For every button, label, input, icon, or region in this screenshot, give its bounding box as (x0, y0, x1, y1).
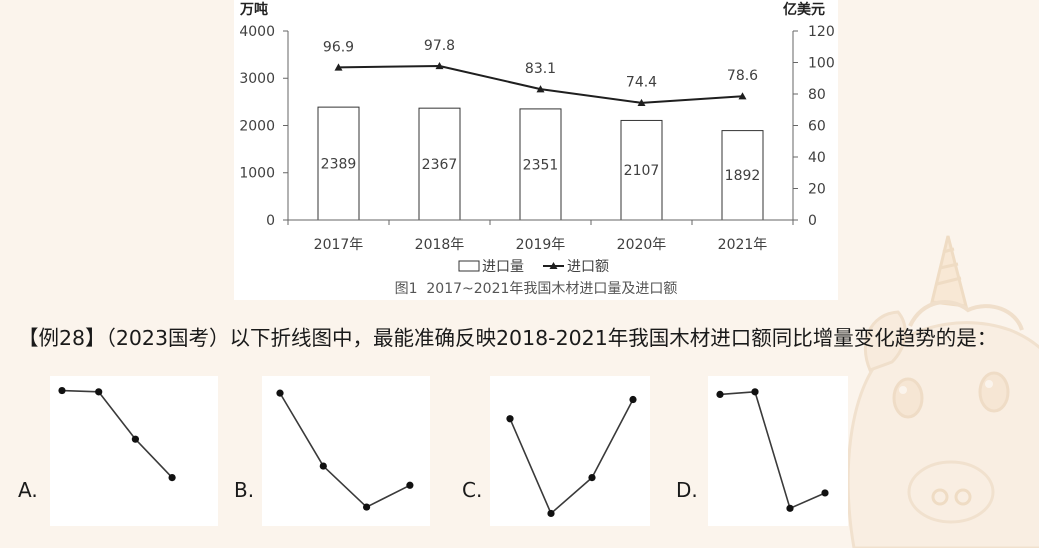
plot-area: 0 1000 2000 3000 4000 0 20 40 60 80 100 120 2389 2367… (239, 24, 834, 253)
import-volume-bar (620, 119, 663, 221)
import-combo-chart: 万吨 亿美元 进口量 进口额 0 1000 2000 3000 4000 0 20 40 60 8… (239, 1, 835, 275)
option-b-label: B. (234, 478, 255, 502)
import-value-point (536, 85, 545, 93)
option-trend-point (506, 415, 514, 423)
example-tag: 【例28】 (18, 326, 106, 350)
import-value-point (435, 61, 444, 70)
mascot-horn (930, 235, 968, 308)
chart-card: 万吨 亿美元 进口量 进口额 0 1000 2000 3000 4000 0 20 40 60 8… (234, 0, 838, 300)
import-value-label: 74.4 (626, 75, 657, 91)
legend-label-import-volume: 进口量 (482, 259, 524, 275)
right-y-tick-label: 120 (808, 24, 835, 40)
option-trend-point (319, 462, 327, 470)
import-volume-value-label: 2367 (422, 157, 458, 173)
option-trend-line (719, 391, 826, 510)
mascot-nostril-right (954, 488, 972, 506)
left-y-tick-label: 2000 (239, 118, 275, 134)
option-trend-point (276, 389, 284, 397)
option-a-line-chart (58, 386, 176, 482)
option-a-label: A. (18, 478, 38, 502)
import-value-point (738, 92, 747, 100)
option-trend-point (168, 474, 176, 482)
option-d-panel (708, 376, 848, 526)
import-value-label: 97.8 (424, 38, 455, 54)
import-volume-bar (519, 108, 562, 221)
x-tick-label: 2020年 (617, 237, 667, 253)
left-y-tick-label: 0 (266, 213, 275, 229)
question-source: （2023国考） (105, 326, 230, 350)
right-y-tick-label: 80 (808, 87, 826, 103)
import-value-point (637, 98, 646, 107)
right-y-tick-label: 0 (808, 213, 817, 229)
option-c-panel (490, 376, 650, 526)
chart-caption: 图1 2017~2021年我国木材进口量及进口额 (394, 281, 678, 297)
option-trend-point (363, 503, 371, 511)
x-tick-label: 2021年 (718, 237, 768, 253)
import-volume-value-label: 1892 (725, 168, 761, 184)
legend-label-import-value: 进口额 (567, 259, 609, 275)
option-a-panel (50, 376, 218, 526)
chart-legend: 进口量 进口额 (458, 259, 609, 275)
option-c-label: C. (462, 478, 483, 502)
option-trend-line (61, 389, 173, 479)
right-axis-unit-label: 亿美元 (783, 1, 825, 18)
import-value-label: 78.6 (727, 68, 758, 84)
option-d-label: D. (676, 478, 698, 502)
left-axis-unit-label: 万吨 (239, 1, 268, 18)
mascot-mane (908, 300, 1024, 331)
mascot-muzzle (907, 460, 995, 524)
option-trend-line (279, 392, 411, 508)
import-volume-value-label: 2389 (321, 156, 357, 172)
option-trend-point (131, 435, 139, 443)
option-b-panel (262, 376, 430, 526)
import-volume-value-label: 2351 (523, 157, 559, 173)
option-b-line-chart (276, 389, 414, 511)
import-value-label: 83.1 (525, 61, 556, 77)
import-volume-bar (721, 130, 764, 221)
legend-swatch-bar (458, 260, 480, 272)
question-body: 以下折线图中，最能准确反映2018-2021年我国木材进口额同比增量变化趋势的是… (229, 326, 998, 350)
question-text: 【例28】（2023国考）以下折线图中，最能准确反映2018-2021年我国木材… (18, 326, 997, 350)
x-tick-label: 2017年 (314, 237, 364, 253)
option-trend-point (751, 388, 759, 396)
left-y-tick-label: 4000 (239, 24, 275, 40)
mascot-eye-highlight (899, 386, 907, 394)
mascot-eye-right (978, 371, 1010, 413)
mascot-horn-stripes (936, 247, 962, 286)
option-trend-point (716, 390, 724, 398)
legend-marker-triangle (549, 262, 558, 269)
option-trend-point (58, 386, 66, 395)
mascot-nostril-left (931, 488, 949, 506)
option-trend-point (95, 388, 103, 396)
option-trend-line (509, 399, 634, 515)
option-trend-point (786, 504, 794, 512)
mascot-eye-left (892, 377, 924, 419)
option-trend-point (629, 395, 637, 404)
option-trend-point (821, 489, 829, 497)
option-trend-point (547, 509, 555, 518)
mascot-watermark (846, 235, 1039, 548)
import-volume-value-label: 2107 (624, 163, 660, 179)
option-trend-point (588, 474, 596, 482)
right-y-tick-label: 40 (808, 150, 826, 166)
option-trend-point (406, 481, 414, 489)
x-tick-label: 2018年 (415, 237, 465, 253)
option-c-line-chart (506, 395, 637, 518)
left-y-tick-label: 1000 (239, 166, 275, 182)
x-tick-label: 2019年 (516, 237, 566, 253)
option-d-line-chart (716, 388, 829, 512)
right-y-tick-label: 20 (808, 181, 826, 197)
right-y-tick-label: 60 (808, 118, 826, 134)
import-value-point (334, 63, 343, 71)
mascot-ear (863, 310, 907, 372)
right-y-tick-label: 100 (808, 55, 835, 71)
mascot-eye-highlight (985, 380, 993, 388)
import-value-label: 96.9 (323, 39, 354, 55)
left-y-tick-label: 3000 (239, 71, 275, 87)
